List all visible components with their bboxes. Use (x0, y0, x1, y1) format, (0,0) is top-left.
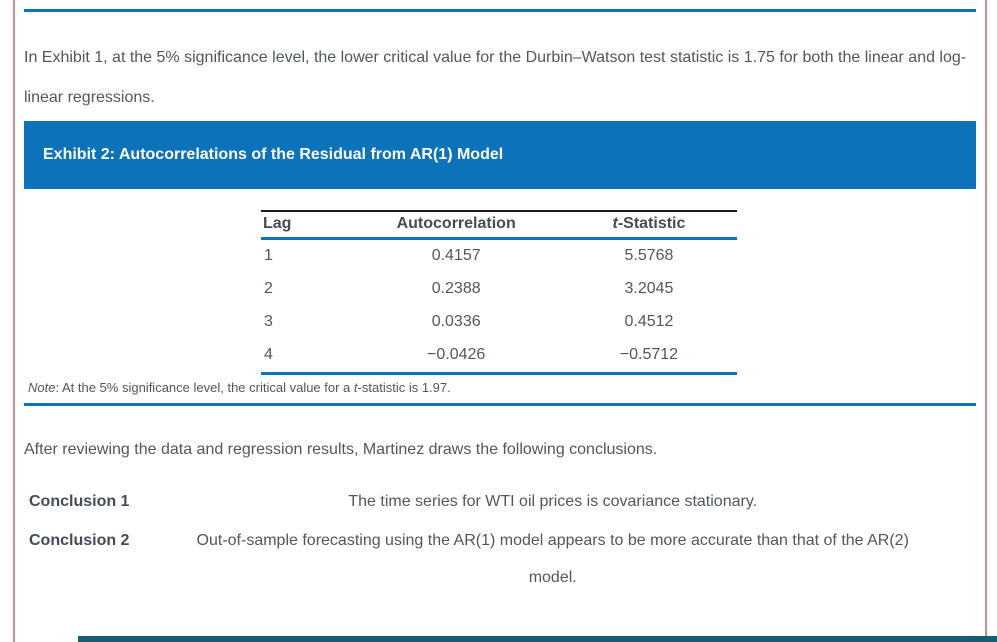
note-label: Note (28, 380, 56, 395)
cell-lag-1: 1 (264, 247, 273, 264)
section-divider (24, 403, 976, 406)
conclusion-2-line-2: model. (528, 568, 577, 586)
cell-t-statistic-1: 5.5768 (624, 247, 674, 264)
table-row: 2 0.2388 3.2045 (261, 273, 737, 306)
cell-t-statistic-3: 0.4512 (624, 313, 674, 330)
conclusion-2-line-1: Out-of-sample forecasting using the AR(1… (196, 531, 909, 549)
exhibit2-header-bar: Exhibit 2: Autocorrelations of the Resid… (24, 121, 976, 189)
cell-t-statistic-4: −0.5712 (619, 346, 679, 363)
cell-lag-4: 4 (264, 346, 273, 363)
table-header-row: Lag Autocorrelation t-Statistic (261, 211, 737, 240)
column-header-lag: Lag (261, 211, 352, 240)
cell-autocorrelation-3: 0.0336 (431, 313, 481, 330)
note-italic-t: t (353, 380, 358, 395)
cell-t-statistic-2: 3.2045 (624, 280, 674, 297)
column-header-autocorrelation: Autocorrelation (351, 211, 561, 240)
conclusion-2-label: Conclusion 2 (29, 531, 130, 549)
t-statistic-rest: -Statistic (617, 215, 686, 232)
cell-autocorrelation-2: 0.2388 (431, 280, 481, 297)
cell-lag-2: 2 (264, 280, 273, 297)
autocorrelation-table: Lag Autocorrelation t-Statistic 1 0.4157… (261, 210, 737, 375)
note-text-mid: : At the 5% significance level, the crit… (55, 380, 354, 395)
note-text-end: -statistic is 1.97. (357, 380, 451, 395)
cell-autocorrelation-1: 0.4157 (431, 247, 481, 264)
conclusion-2-row: Conclusion 2 Out-of-sample forecasting u… (24, 523, 976, 597)
bottom-teal-bar (78, 636, 997, 642)
intro-paragraph: In Exhibit 1, at the 5% significance lev… (24, 49, 967, 106)
cell-autocorrelation-4: −0.0426 (427, 346, 486, 363)
conclusion-1-line: The time series for WTI oil prices is co… (348, 493, 758, 510)
column-header-t-statistic: t-Statistic (560, 211, 737, 240)
table-row: 1 0.4157 5.5768 (261, 239, 737, 274)
conclusion-2-text: Out-of-sample forecasting using the AR(1… (129, 523, 976, 597)
content-frame: In Exhibit 1, at the 5% significance lev… (13, 0, 987, 642)
table-note: Note: At the 5% significance level, the … (28, 380, 976, 395)
conclusions-intro: After reviewing the data and regression … (24, 441, 658, 458)
conclusion-1-label: Conclusion 1 (29, 493, 130, 510)
table-row: 4 −0.0426 −0.5712 (261, 339, 737, 374)
top-divider (24, 9, 976, 12)
cell-lag-3: 3 (264, 313, 273, 330)
t-statistic-italic-t: t (612, 215, 618, 232)
conclusion-1-text: The time series for WTI oil prices is co… (129, 484, 976, 521)
exhibit2-title: Exhibit 2: Autocorrelations of the Resid… (43, 146, 504, 163)
conclusion-1-row: Conclusion 1 The time series for WTI oil… (24, 484, 976, 521)
table-row: 3 0.0336 0.4512 (261, 306, 737, 339)
